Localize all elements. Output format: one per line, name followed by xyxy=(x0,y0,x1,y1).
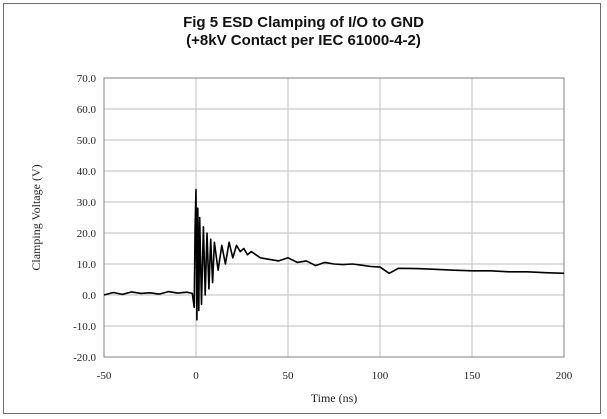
plot-area xyxy=(103,77,565,358)
chart-title-block: Fig 5 ESD Clamping of I/O to GND (+8kV C… xyxy=(0,14,607,50)
x-tick-label: 200 xyxy=(556,370,573,382)
x-axis-label: Time (ns) xyxy=(311,391,358,405)
x-tick-label: 150 xyxy=(464,370,481,382)
y-tick-label: -20.0 xyxy=(73,352,96,364)
y-tick-label: -10.0 xyxy=(73,321,96,333)
chart-title: Fig 5 ESD Clamping of I/O to GND xyxy=(183,14,424,31)
chart-frame xyxy=(3,3,601,414)
y-tick-label: 50.0 xyxy=(77,135,97,147)
y-tick-label: 70.0 xyxy=(77,73,97,85)
y-tick-label: 40.0 xyxy=(77,166,97,178)
x-tick-label: 100 xyxy=(372,370,389,382)
tick-labels: -20.0 -10.0 0.0 10.0 20.0 30.0 40.0 50.0 60.0 70.… xyxy=(73,73,573,382)
y-tick-label: 60.0 xyxy=(77,104,97,116)
series-line xyxy=(103,188,565,321)
grid-lines xyxy=(103,77,565,358)
y-tick-label: 30.0 xyxy=(77,197,97,209)
y-tick-label: 10.0 xyxy=(77,259,97,271)
x-tick-label: 50 xyxy=(283,370,295,382)
y-axis-label: Clamping Voltage (V) xyxy=(29,164,43,270)
series-layer xyxy=(103,188,565,321)
chart-subtitle: (+8kV Contact per IEC 61000-4-2) xyxy=(186,32,421,49)
y-tick-label: 0.0 xyxy=(82,290,96,302)
y-tick-label: 20.0 xyxy=(77,228,97,240)
x-tick-label: -50 xyxy=(97,370,112,382)
x-tick-label: 0 xyxy=(193,370,199,382)
